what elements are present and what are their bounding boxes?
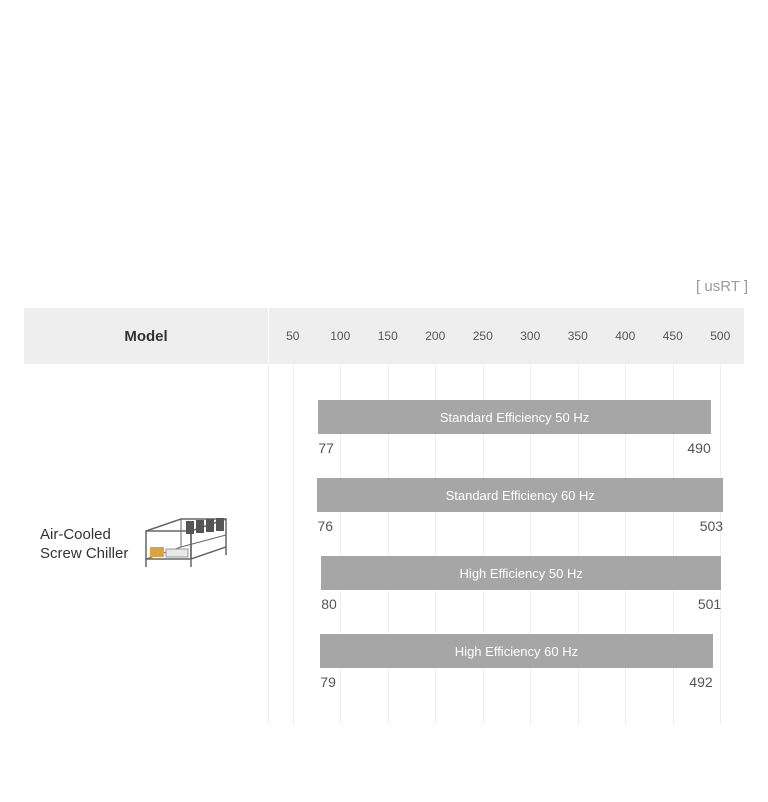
bar-start-value: 79 — [320, 674, 336, 690]
chart-area: Standard Efficiency 50 Hz77490Standard E… — [269, 364, 744, 724]
axis-tick: 400 — [615, 329, 635, 343]
bar-start-value: 77 — [318, 440, 334, 456]
axis-tick: 500 — [710, 329, 730, 343]
chiller-icon — [136, 509, 236, 579]
bar-group: High Efficiency 60 Hz 79 492 — [269, 634, 744, 698]
axis-tick: 150 — [378, 329, 398, 343]
axis-tick: 200 — [425, 329, 445, 343]
body-row: Air-Cooled Screw Chiller — [24, 364, 744, 724]
bar-group: Standard Efficiency 60 Hz 76 503 — [269, 478, 744, 542]
bar-group: Standard Efficiency 50 Hz 77 490 — [269, 400, 744, 464]
bar-end-value: 503 — [700, 518, 723, 534]
capacity-bar: Standard Efficiency 50 Hz — [318, 400, 710, 434]
capacity-table: Model 50 100 150 200 250 300 350 400 450 500 Air-… — [24, 308, 744, 724]
header-row: Model 50 100 150 200 250 300 350 400 450 500 — [24, 308, 744, 364]
bar-start-value: 76 — [317, 518, 333, 534]
model-column-header: Model — [24, 308, 269, 364]
bar-end-value: 490 — [687, 440, 710, 456]
axis-tick: 50 — [286, 329, 299, 343]
axis-tick: 100 — [330, 329, 350, 343]
axis-tick: 300 — [520, 329, 540, 343]
capacity-bar: High Efficiency 50 Hz — [321, 556, 721, 590]
axis-tick: 350 — [568, 329, 588, 343]
capacity-bar: High Efficiency 60 Hz — [320, 634, 712, 668]
scale-header: 50 100 150 200 250 300 350 400 450 500 — [269, 308, 744, 364]
unit-label: [ usRT ] — [696, 278, 748, 295]
capacity-bar: Standard Efficiency 60 Hz — [317, 478, 723, 512]
bar-end-value: 492 — [689, 674, 712, 690]
model-cell: Air-Cooled Screw Chiller — [24, 364, 269, 724]
axis-tick: 450 — [663, 329, 683, 343]
model-name: Air-Cooled Screw Chiller — [40, 525, 128, 564]
axis-tick: 250 — [473, 329, 493, 343]
bar-end-value: 501 — [698, 596, 721, 612]
bar-group: High Efficiency 50 Hz 80 501 — [269, 556, 744, 620]
bar-start-value: 80 — [321, 596, 337, 612]
